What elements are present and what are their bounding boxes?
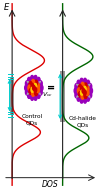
Circle shape xyxy=(75,84,78,89)
Circle shape xyxy=(80,78,83,84)
Circle shape xyxy=(29,89,32,94)
Circle shape xyxy=(34,95,37,100)
Circle shape xyxy=(34,87,37,92)
Circle shape xyxy=(39,81,42,86)
Circle shape xyxy=(80,90,83,95)
Circle shape xyxy=(82,88,85,93)
Circle shape xyxy=(77,80,80,86)
Circle shape xyxy=(37,77,40,83)
Circle shape xyxy=(33,86,35,90)
Circle shape xyxy=(31,84,34,88)
Circle shape xyxy=(81,94,84,99)
Text: E: E xyxy=(3,3,9,12)
Circle shape xyxy=(89,84,92,89)
Circle shape xyxy=(80,98,83,103)
Circle shape xyxy=(31,87,34,92)
Circle shape xyxy=(86,90,89,95)
Circle shape xyxy=(81,82,84,88)
Circle shape xyxy=(32,91,35,96)
Circle shape xyxy=(78,92,81,97)
Text: $V_{oc}$: $V_{oc}$ xyxy=(42,90,53,99)
Circle shape xyxy=(89,88,93,94)
Text: DOS: DOS xyxy=(42,180,59,189)
Circle shape xyxy=(35,90,38,96)
Circle shape xyxy=(25,81,28,86)
Circle shape xyxy=(36,83,39,89)
Circle shape xyxy=(87,80,90,86)
Circle shape xyxy=(89,92,92,98)
Circle shape xyxy=(84,86,86,91)
Circle shape xyxy=(84,93,87,98)
Circle shape xyxy=(40,85,43,91)
Circle shape xyxy=(29,81,32,87)
Circle shape xyxy=(78,84,81,90)
Circle shape xyxy=(34,75,37,81)
Circle shape xyxy=(36,87,39,93)
Circle shape xyxy=(28,77,31,83)
Circle shape xyxy=(80,86,83,91)
Circle shape xyxy=(25,85,28,91)
Circle shape xyxy=(77,88,80,94)
Circle shape xyxy=(77,96,80,101)
Circle shape xyxy=(83,90,86,95)
Circle shape xyxy=(31,75,34,81)
Circle shape xyxy=(87,96,90,101)
Circle shape xyxy=(84,83,87,88)
Circle shape xyxy=(84,98,87,103)
Bar xyxy=(10,77,14,114)
Circle shape xyxy=(28,93,31,98)
Circle shape xyxy=(75,92,78,98)
Circle shape xyxy=(28,85,31,91)
Circle shape xyxy=(25,89,28,95)
Circle shape xyxy=(39,89,42,95)
Circle shape xyxy=(84,78,87,84)
Circle shape xyxy=(86,86,89,91)
Bar xyxy=(60,71,65,122)
Circle shape xyxy=(74,88,77,94)
Circle shape xyxy=(31,95,34,100)
Circle shape xyxy=(34,84,37,88)
Text: Cd-halide
QDs: Cd-halide QDs xyxy=(69,116,97,127)
Circle shape xyxy=(35,80,38,86)
Circle shape xyxy=(32,79,35,85)
Text: Control
QDs: Control QDs xyxy=(21,114,42,125)
Circle shape xyxy=(37,93,40,98)
Text: =: = xyxy=(47,83,55,93)
